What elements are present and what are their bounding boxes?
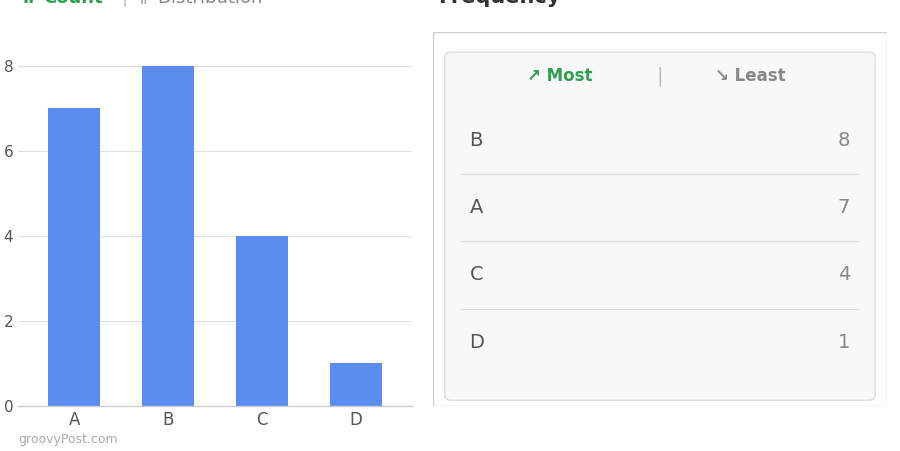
FancyBboxPatch shape	[445, 52, 875, 400]
Text: |: |	[122, 0, 128, 7]
Text: Distribution: Distribution	[158, 0, 263, 7]
Text: 8: 8	[838, 131, 850, 150]
Text: Count: Count	[43, 0, 103, 7]
Text: ↘ Least: ↘ Least	[716, 68, 786, 86]
Text: ll: ll	[140, 0, 148, 7]
Bar	[330, 364, 382, 406]
Text: Frequency: Frequency	[437, 0, 560, 7]
Text: 4: 4	[838, 265, 850, 285]
Text: B: B	[470, 131, 483, 150]
Bar	[49, 108, 100, 406]
Text: |: |	[657, 67, 663, 86]
Text: 1: 1	[838, 333, 850, 352]
Bar	[236, 236, 288, 406]
Text: C: C	[470, 265, 483, 285]
FancyBboxPatch shape	[433, 32, 886, 406]
Text: groovyPost.com: groovyPost.com	[18, 433, 118, 446]
Text: ll: ll	[22, 0, 35, 7]
Text: D: D	[470, 333, 484, 352]
Bar	[142, 65, 194, 406]
Text: ↗ Most: ↗ Most	[527, 68, 593, 86]
Text: A: A	[470, 198, 483, 217]
Text: 7: 7	[838, 198, 850, 217]
